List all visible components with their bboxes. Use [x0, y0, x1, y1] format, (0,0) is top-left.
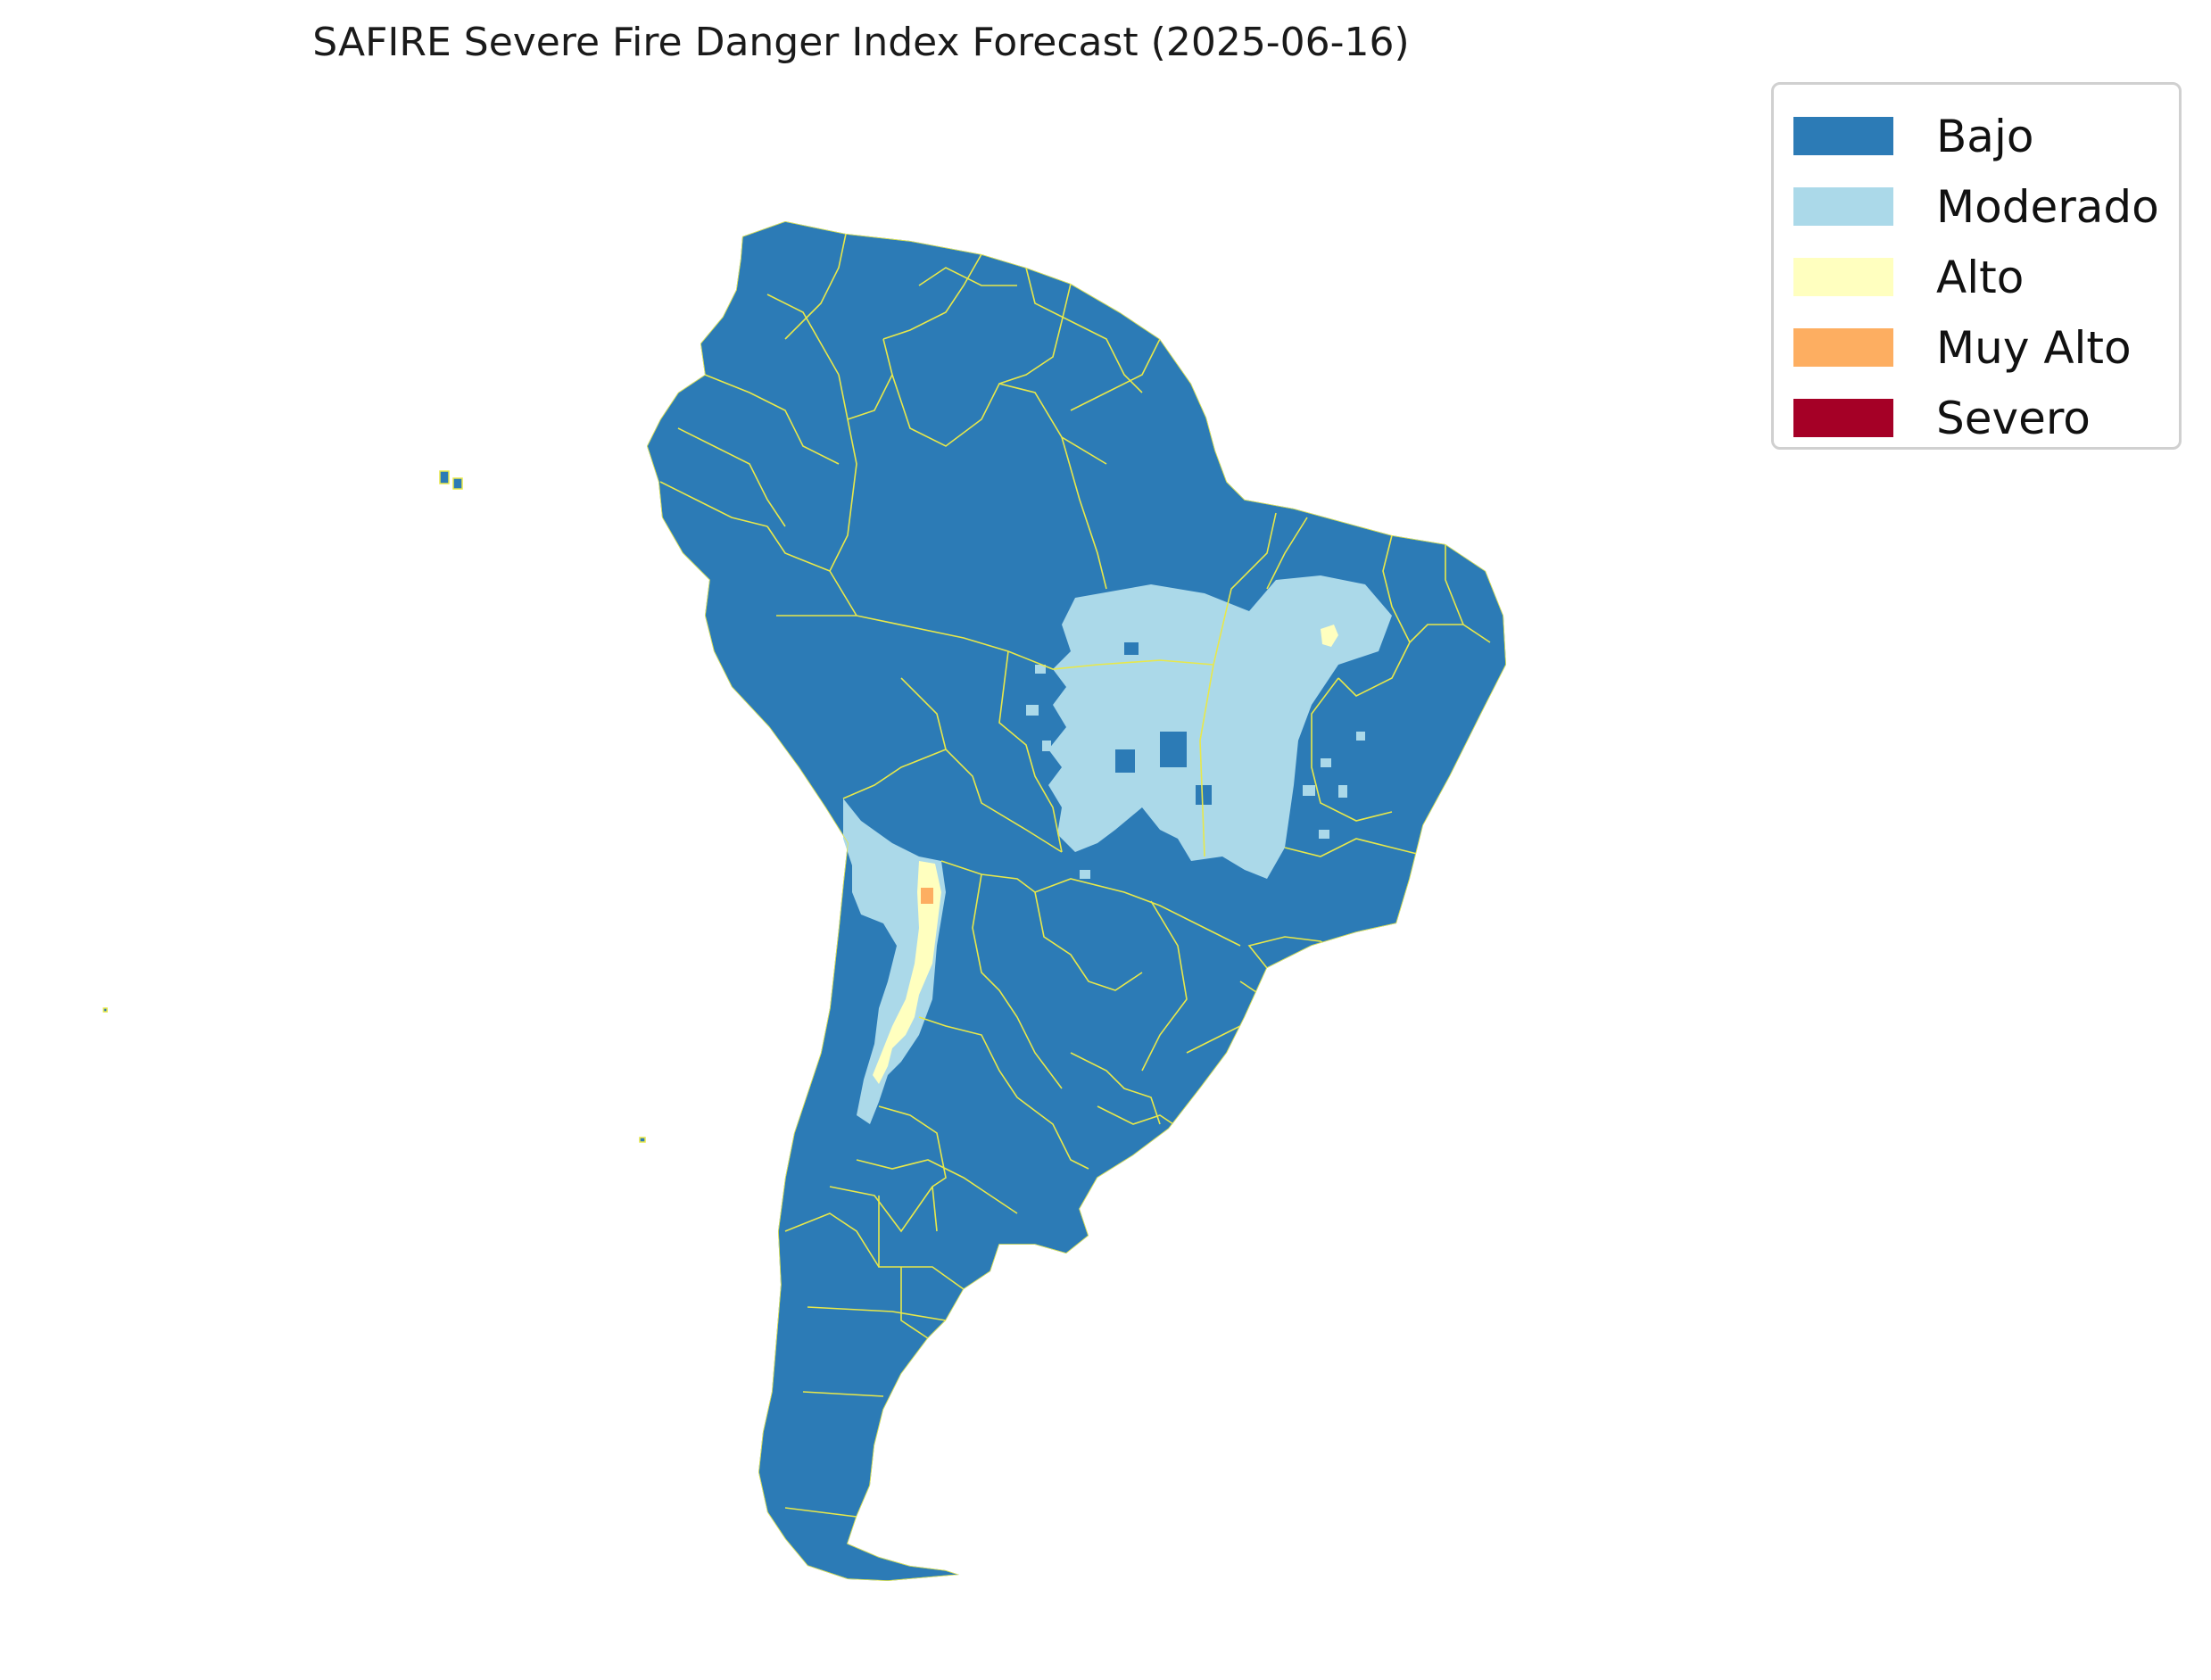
land-bajo	[647, 221, 1506, 1581]
legend-item-severo: Severo	[1793, 383, 2179, 453]
legend-item-bajo: Bajo	[1793, 101, 2179, 171]
legend-swatch-muy-alto	[1793, 328, 1893, 367]
legend-swatch-moderado	[1793, 187, 1893, 226]
alto-zone-brazil	[1321, 625, 1338, 647]
muy-alto-zone	[921, 888, 933, 904]
legend-label-alto: Alto	[1936, 251, 2025, 303]
legend-label-moderado: Moderado	[1936, 180, 2159, 233]
legend: Bajo Moderado Alto Muy Alto Severo	[1771, 82, 2182, 450]
legend-label-muy-alto: Muy Alto	[1936, 321, 2132, 374]
legend-item-muy-alto: Muy Alto	[1793, 312, 2179, 383]
legend-swatch-severo	[1793, 399, 1893, 437]
legend-item-moderado: Moderado	[1793, 171, 2179, 242]
alto-zone-andes	[873, 861, 941, 1084]
legend-label-bajo: Bajo	[1936, 110, 2034, 162]
islands	[103, 470, 646, 1143]
map-title: SAFIRE Severe Fire Danger Index Forecast…	[312, 20, 1410, 65]
legend-swatch-alto	[1793, 258, 1893, 296]
legend-swatch-bajo	[1793, 117, 1893, 155]
legend-item-alto: Alto	[1793, 242, 2179, 312]
bajo-holes-brazil	[1115, 642, 1212, 805]
legend-label-severo: Severo	[1936, 392, 2091, 444]
moderado-speckles-brazil	[1026, 665, 1365, 879]
